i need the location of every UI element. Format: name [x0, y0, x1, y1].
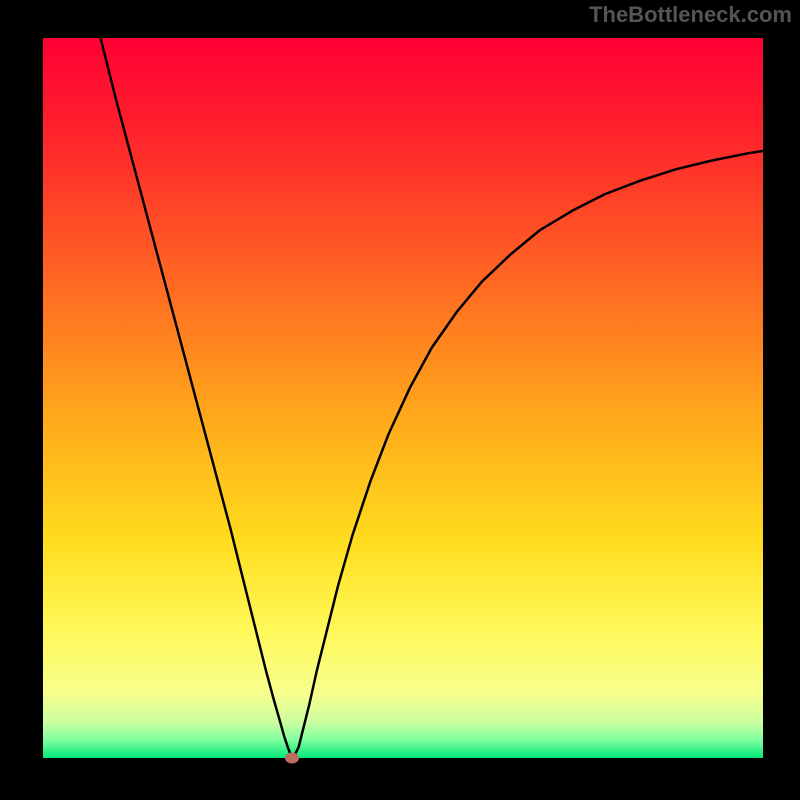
- curve-path: [101, 38, 763, 757]
- bottleneck-curve: [43, 38, 763, 758]
- watermark-text: TheBottleneck.com: [589, 2, 792, 28]
- optimum-marker: [285, 753, 299, 764]
- chart-container: TheBottleneck.com: [0, 0, 800, 800]
- plot-area: [43, 38, 763, 758]
